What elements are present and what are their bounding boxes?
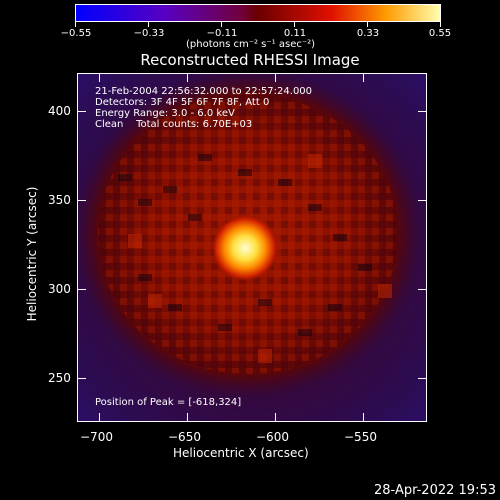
x-tick-label: −700 [80, 430, 113, 444]
peak-position: Position of Peak = [-618,324] [95, 397, 242, 408]
rhessi-image [77, 73, 427, 422]
colorbar-tick-label: 0.55 [428, 28, 452, 39]
y-axis-title: Heliocentric Y (arcsec) [25, 186, 39, 322]
colorbar-tick-label: 0.11 [283, 28, 307, 39]
timestamp: 28-Apr-2022 19:53 [374, 483, 496, 498]
info-energy: Energy Range: 3.0 - 6.0 keV [95, 108, 235, 119]
info-detectors: Detectors: 3F 4F 5F 6F 7F 8F, Att 0 [95, 97, 270, 108]
rhessi-image-canvas [78, 74, 426, 421]
colorbar [75, 4, 441, 27]
colorbar-tick-label: −0.55 [60, 28, 92, 39]
info-clean: Clean Total counts: 6.70E+03 [95, 119, 253, 130]
y-tick-label: 350 [48, 193, 71, 207]
y-tick-label: 250 [48, 371, 71, 385]
x-axis-title: Heliocentric X (arcsec) [173, 446, 309, 460]
colorbar-tick-label: −0.33 [133, 28, 165, 39]
x-tick-label: −650 [168, 430, 201, 444]
image-title: Reconstructed RHESSI Image [140, 51, 360, 69]
colorbar-tick-label: −0.11 [206, 28, 238, 39]
x-tick-label: −550 [344, 430, 377, 444]
colorbar-tick-label: 0.33 [356, 28, 380, 39]
info-time: 21-Feb-2004 22:56:32.000 to 22:57:24.000 [95, 86, 313, 97]
y-tick-label: 300 [48, 282, 71, 296]
x-tick-label: −600 [256, 430, 289, 444]
y-tick-label: 400 [48, 104, 71, 118]
colorbar-units: (photons cm⁻² s⁻¹ asec⁻²) [186, 39, 316, 50]
